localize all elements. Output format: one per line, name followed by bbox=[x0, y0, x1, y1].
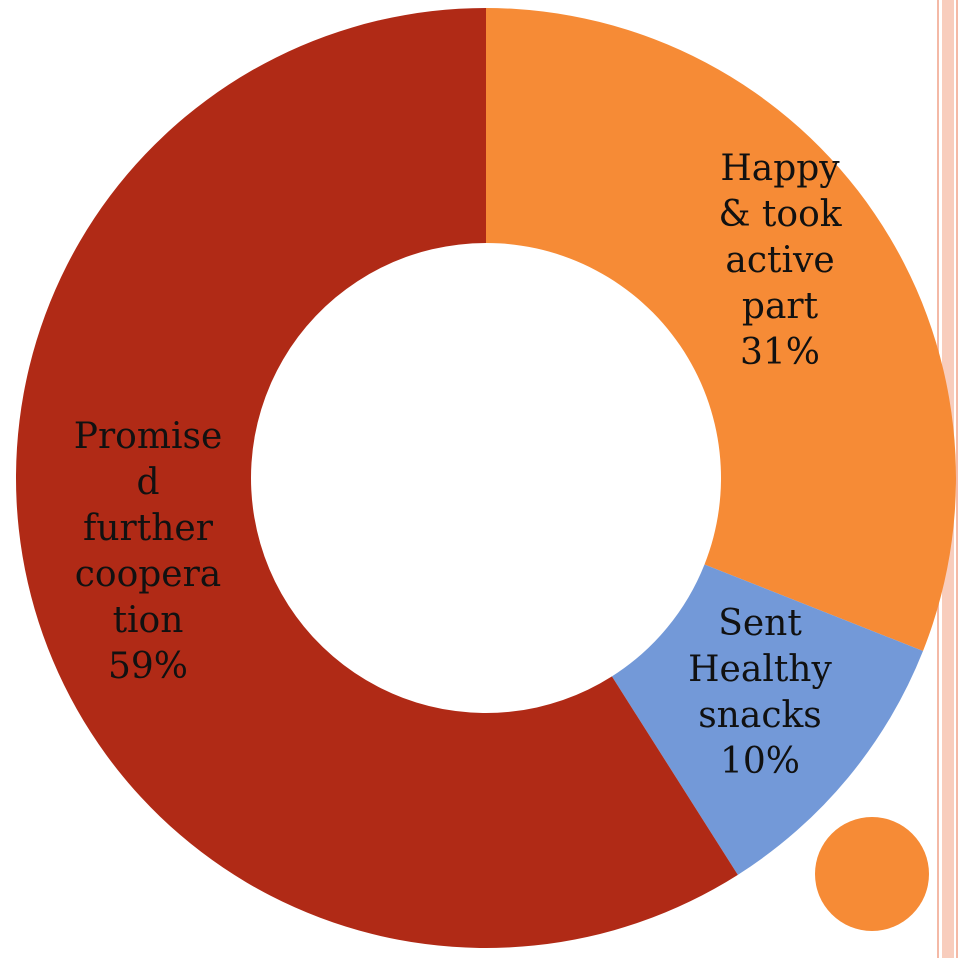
donut-slices bbox=[15, 8, 956, 949]
slice-label-line: coopera bbox=[75, 554, 222, 595]
slice-label-line: further bbox=[83, 508, 214, 549]
donut-labels: Happy & took active part 31% Sent Healthy snack… bbox=[74, 148, 843, 782]
slice-label-line: 31% bbox=[740, 332, 820, 373]
slice-label-line: Happy bbox=[720, 148, 840, 189]
slice-label-line: d bbox=[136, 462, 159, 503]
slice-label-line: active bbox=[725, 240, 834, 281]
slice-label-3: Promise d further coopera tion 59% bbox=[74, 416, 223, 687]
slice-label-line: part bbox=[742, 286, 819, 327]
decorative-orange-dot bbox=[815, 817, 929, 931]
slice-label-1: Happy & took active part 31% bbox=[718, 148, 842, 373]
slice-label-line: Sent bbox=[718, 603, 802, 644]
slice-label-line: Promise bbox=[74, 416, 223, 457]
slice-label-line: 59% bbox=[108, 646, 188, 687]
slice-label-line: snacks bbox=[698, 695, 822, 736]
donut-slice-2 bbox=[611, 564, 923, 875]
slice-label-2: Sent Healthy snacks 10% bbox=[688, 603, 832, 782]
donut-slice-1 bbox=[486, 8, 956, 652]
slice-label-line: 10% bbox=[720, 741, 800, 782]
slice-label-line: tion bbox=[113, 600, 184, 641]
slice-label-line: & took bbox=[718, 194, 842, 235]
slice-label-line: Healthy bbox=[688, 649, 832, 690]
side-stripe-right bbox=[956, 0, 958, 958]
donut-slice-3 bbox=[15, 8, 738, 949]
